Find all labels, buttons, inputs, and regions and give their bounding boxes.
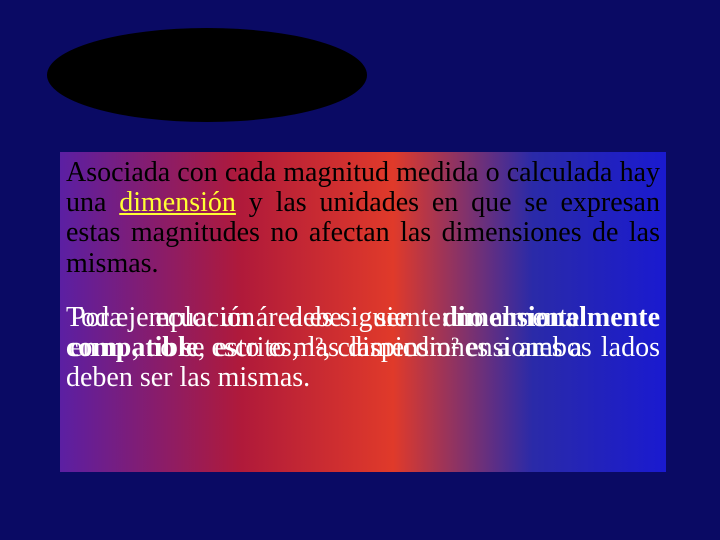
paragraph-2-wrap: Toda ecuación debe ser dimensionalmente …: [66, 303, 660, 443]
title-pill: Dimensión: [47, 28, 367, 122]
title-text: Dimensión: [95, 54, 259, 96]
paragraph-1: Asociada con cada magnitud medida o calc…: [66, 158, 660, 279]
body-box: Asociada con cada magnitud medida o calc…: [60, 152, 666, 472]
p2b-line1: Por ejemplo: un área es siguiente: no al…: [70, 302, 579, 333]
slide: Dimensión Asociada con cada magnitud med…: [0, 0, 720, 540]
para1-dimension-word: dimensión: [119, 187, 236, 218]
p2b-line2: en m , no se escrito m², claspicdm² ensi…: [70, 332, 582, 363]
paragraph-2-layer-b: Por ejemplo: un área es siguiente: no al…: [70, 303, 664, 363]
